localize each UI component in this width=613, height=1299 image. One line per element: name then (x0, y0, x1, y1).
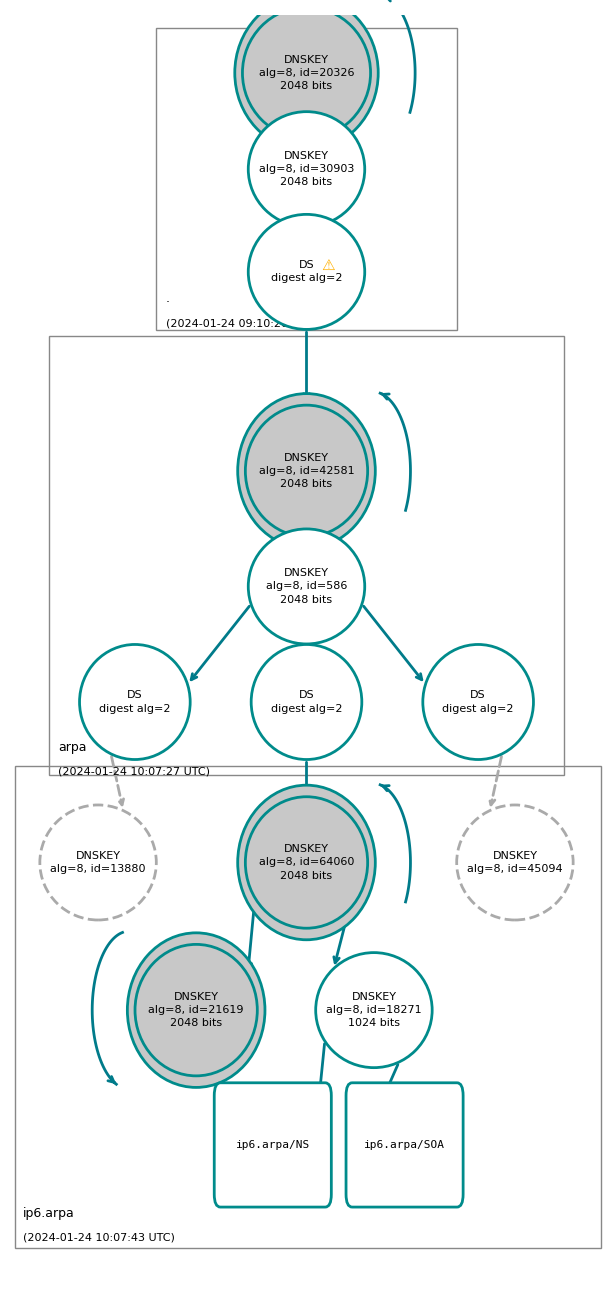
Ellipse shape (248, 214, 365, 330)
FancyBboxPatch shape (215, 1083, 331, 1207)
Ellipse shape (245, 796, 368, 929)
Text: DS
digest alg=2: DS digest alg=2 (271, 260, 342, 283)
Text: DNSKEY
alg=8, id=42581
2048 bits: DNSKEY alg=8, id=42581 2048 bits (259, 452, 354, 490)
Ellipse shape (235, 0, 378, 151)
Text: DNSKEY
alg=8, id=64060
2048 bits: DNSKEY alg=8, id=64060 2048 bits (259, 844, 354, 881)
Ellipse shape (128, 933, 265, 1087)
Text: (2024-01-24 10:07:27 UTC): (2024-01-24 10:07:27 UTC) (58, 766, 210, 777)
Ellipse shape (245, 405, 368, 536)
Text: ip6.arpa: ip6.arpa (23, 1207, 75, 1220)
Ellipse shape (40, 805, 156, 920)
Text: DS
digest alg=2: DS digest alg=2 (443, 690, 514, 713)
Ellipse shape (248, 529, 365, 644)
Text: DNSKEY
alg=8, id=586
2048 bits: DNSKEY alg=8, id=586 2048 bits (266, 568, 347, 604)
Text: (2024-01-24 09:10:20 UTC): (2024-01-24 09:10:20 UTC) (166, 318, 318, 329)
Text: ip6.arpa/NS: ip6.arpa/NS (235, 1141, 310, 1150)
Ellipse shape (316, 952, 432, 1068)
Ellipse shape (238, 394, 375, 548)
Ellipse shape (248, 112, 365, 227)
Ellipse shape (135, 944, 257, 1076)
Ellipse shape (242, 8, 370, 139)
Text: (2024-01-24 10:07:43 UTC): (2024-01-24 10:07:43 UTC) (23, 1233, 175, 1242)
Text: DNSKEY
alg=8, id=45094: DNSKEY alg=8, id=45094 (467, 851, 563, 874)
Text: DNSKEY
alg=8, id=13880: DNSKEY alg=8, id=13880 (50, 851, 146, 874)
Text: ip6.arpa/SOA: ip6.arpa/SOA (364, 1141, 445, 1150)
Ellipse shape (238, 785, 375, 939)
Ellipse shape (457, 805, 573, 920)
FancyBboxPatch shape (346, 1083, 463, 1207)
Text: DNSKEY
alg=8, id=30903
2048 bits: DNSKEY alg=8, id=30903 2048 bits (259, 151, 354, 187)
Text: .: . (166, 292, 170, 305)
Ellipse shape (423, 644, 533, 760)
Ellipse shape (80, 644, 190, 760)
Text: DNSKEY
alg=8, id=21619
2048 bits: DNSKEY alg=8, id=21619 2048 bits (148, 992, 244, 1029)
Text: DS
digest alg=2: DS digest alg=2 (271, 690, 342, 713)
Text: ⚠: ⚠ (321, 259, 335, 273)
Text: arpa: arpa (58, 740, 86, 753)
Text: DS
digest alg=2: DS digest alg=2 (99, 690, 170, 713)
Text: DNSKEY
alg=8, id=20326
2048 bits: DNSKEY alg=8, id=20326 2048 bits (259, 55, 354, 91)
Text: DNSKEY
alg=8, id=18271
1024 bits: DNSKEY alg=8, id=18271 1024 bits (326, 992, 422, 1029)
Ellipse shape (251, 644, 362, 760)
